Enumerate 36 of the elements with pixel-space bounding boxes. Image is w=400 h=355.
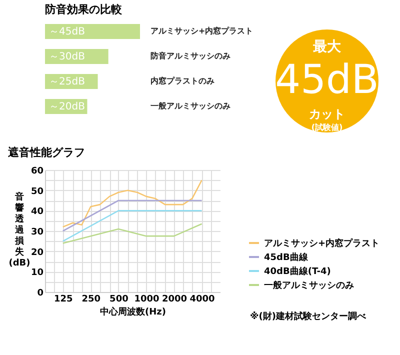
x-tick-label: 1000 xyxy=(134,294,160,304)
y-tick-label: 40 xyxy=(30,207,44,218)
y-tick-label: 防音アルミサッシのみ xyxy=(150,50,230,60)
bar xyxy=(45,24,140,39)
legend-label: 40dB曲線(T-4) xyxy=(264,266,331,277)
y-tick-label: 0 xyxy=(37,288,44,298)
legend-label: 一般アルミサッシのみ xyxy=(264,280,354,291)
data-label: ～30dB xyxy=(49,52,86,62)
y-tick-label: 50 xyxy=(30,186,44,197)
x-tick-label: 4000 xyxy=(190,294,215,304)
chart-title: 防音効果の比較 xyxy=(45,3,123,16)
line-series xyxy=(62,180,202,228)
x-axis-title: 中心周波数(Hz) xyxy=(100,306,166,318)
x-tick-label: 500 xyxy=(110,294,128,304)
y-tick-label: アルミサッシ+内窓プラスト xyxy=(150,26,254,36)
text: (試験値) xyxy=(311,123,343,132)
y-tick-label: 20 xyxy=(30,248,44,258)
y-axis-title: 音響透過損失(dB) xyxy=(8,192,30,268)
y-tick-label: 10 xyxy=(30,268,44,278)
y-tick-label: 60 xyxy=(30,166,44,176)
legend-label: アルミサッシ+内窓プラスト xyxy=(264,238,380,249)
chart-title: 遮音性能グラフ xyxy=(7,146,86,159)
data-label: ～25dB xyxy=(49,76,86,88)
legend-label: 45dB曲線 xyxy=(264,252,309,263)
x-tick-label: 125 xyxy=(54,294,73,304)
text: ※(財)建材試験センター調べ xyxy=(250,311,367,322)
x-tick-label: 250 xyxy=(82,294,101,304)
y-tick-label: 一般アルミサッシのみ xyxy=(150,102,230,110)
data-label: ～45dB xyxy=(49,26,86,38)
y-tick-label: 内窓プラストのみ xyxy=(150,76,214,86)
x-tick-label: 2000 xyxy=(162,294,188,304)
text: カット xyxy=(309,107,345,121)
text: 最大 xyxy=(312,39,342,55)
text: 45dB xyxy=(275,57,379,103)
data-label: ～20dB xyxy=(49,102,86,112)
y-tick-label: 30 xyxy=(30,228,44,238)
